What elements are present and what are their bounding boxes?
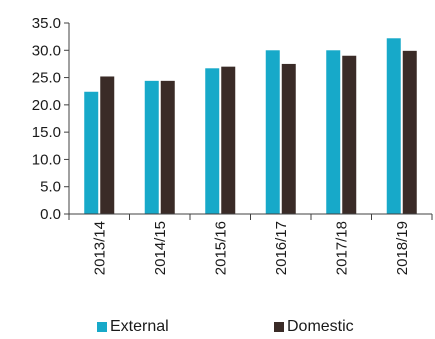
x-tick-label: 2017/18 xyxy=(333,221,350,275)
bar-external-0 xyxy=(84,91,99,214)
x-axis: 2013/14 2014/15 2015/16 2016/17 2017/18 2018/… xyxy=(68,213,433,275)
y-tick-label: 30.0 xyxy=(32,42,61,59)
legend-label-external: External xyxy=(110,318,169,335)
legend: External Domestic xyxy=(0,318,435,338)
y-tick-label: 20.0 xyxy=(32,97,61,114)
bar-domestic-2 xyxy=(221,66,236,215)
y-tick-label: 10.0 xyxy=(32,151,61,168)
legend-item-external: External xyxy=(97,318,169,336)
bar-external-3 xyxy=(265,50,280,215)
x-tick-label: 2014/15 xyxy=(152,221,169,275)
legend-swatch-external xyxy=(97,322,107,332)
bar-domestic-4 xyxy=(342,55,357,214)
y-tick-label: 0.0 xyxy=(40,206,61,223)
legend-item-domestic: Domestic xyxy=(274,318,354,336)
bar-external-2 xyxy=(205,68,220,215)
x-tick-label: 2016/17 xyxy=(273,221,290,275)
y-tick-label: 35.0 xyxy=(32,15,61,32)
legend-label-domestic: Domestic xyxy=(287,318,354,335)
bars xyxy=(84,38,417,215)
x-tick-label: 2013/14 xyxy=(91,221,108,275)
bar-domestic-1 xyxy=(160,80,175,215)
bar-domestic-0 xyxy=(100,76,115,214)
bar-domestic-3 xyxy=(281,63,296,214)
bar-external-1 xyxy=(144,80,159,215)
legend-swatch-domestic xyxy=(274,322,284,332)
bar-external-4 xyxy=(326,50,341,215)
bar-domestic-5 xyxy=(402,50,417,215)
y-axis: 0.0 5.0 10.0 15.0 20.0 25.0 30.0 35.0 xyxy=(32,15,70,223)
x-tick-label: 2015/16 xyxy=(212,221,229,275)
y-tick-label: 25.0 xyxy=(32,70,61,87)
y-tick-label: 15.0 xyxy=(32,124,61,141)
x-tick-label: 2018/19 xyxy=(394,221,411,275)
y-tick-label: 5.0 xyxy=(40,179,61,196)
bar-external-5 xyxy=(386,38,401,214)
